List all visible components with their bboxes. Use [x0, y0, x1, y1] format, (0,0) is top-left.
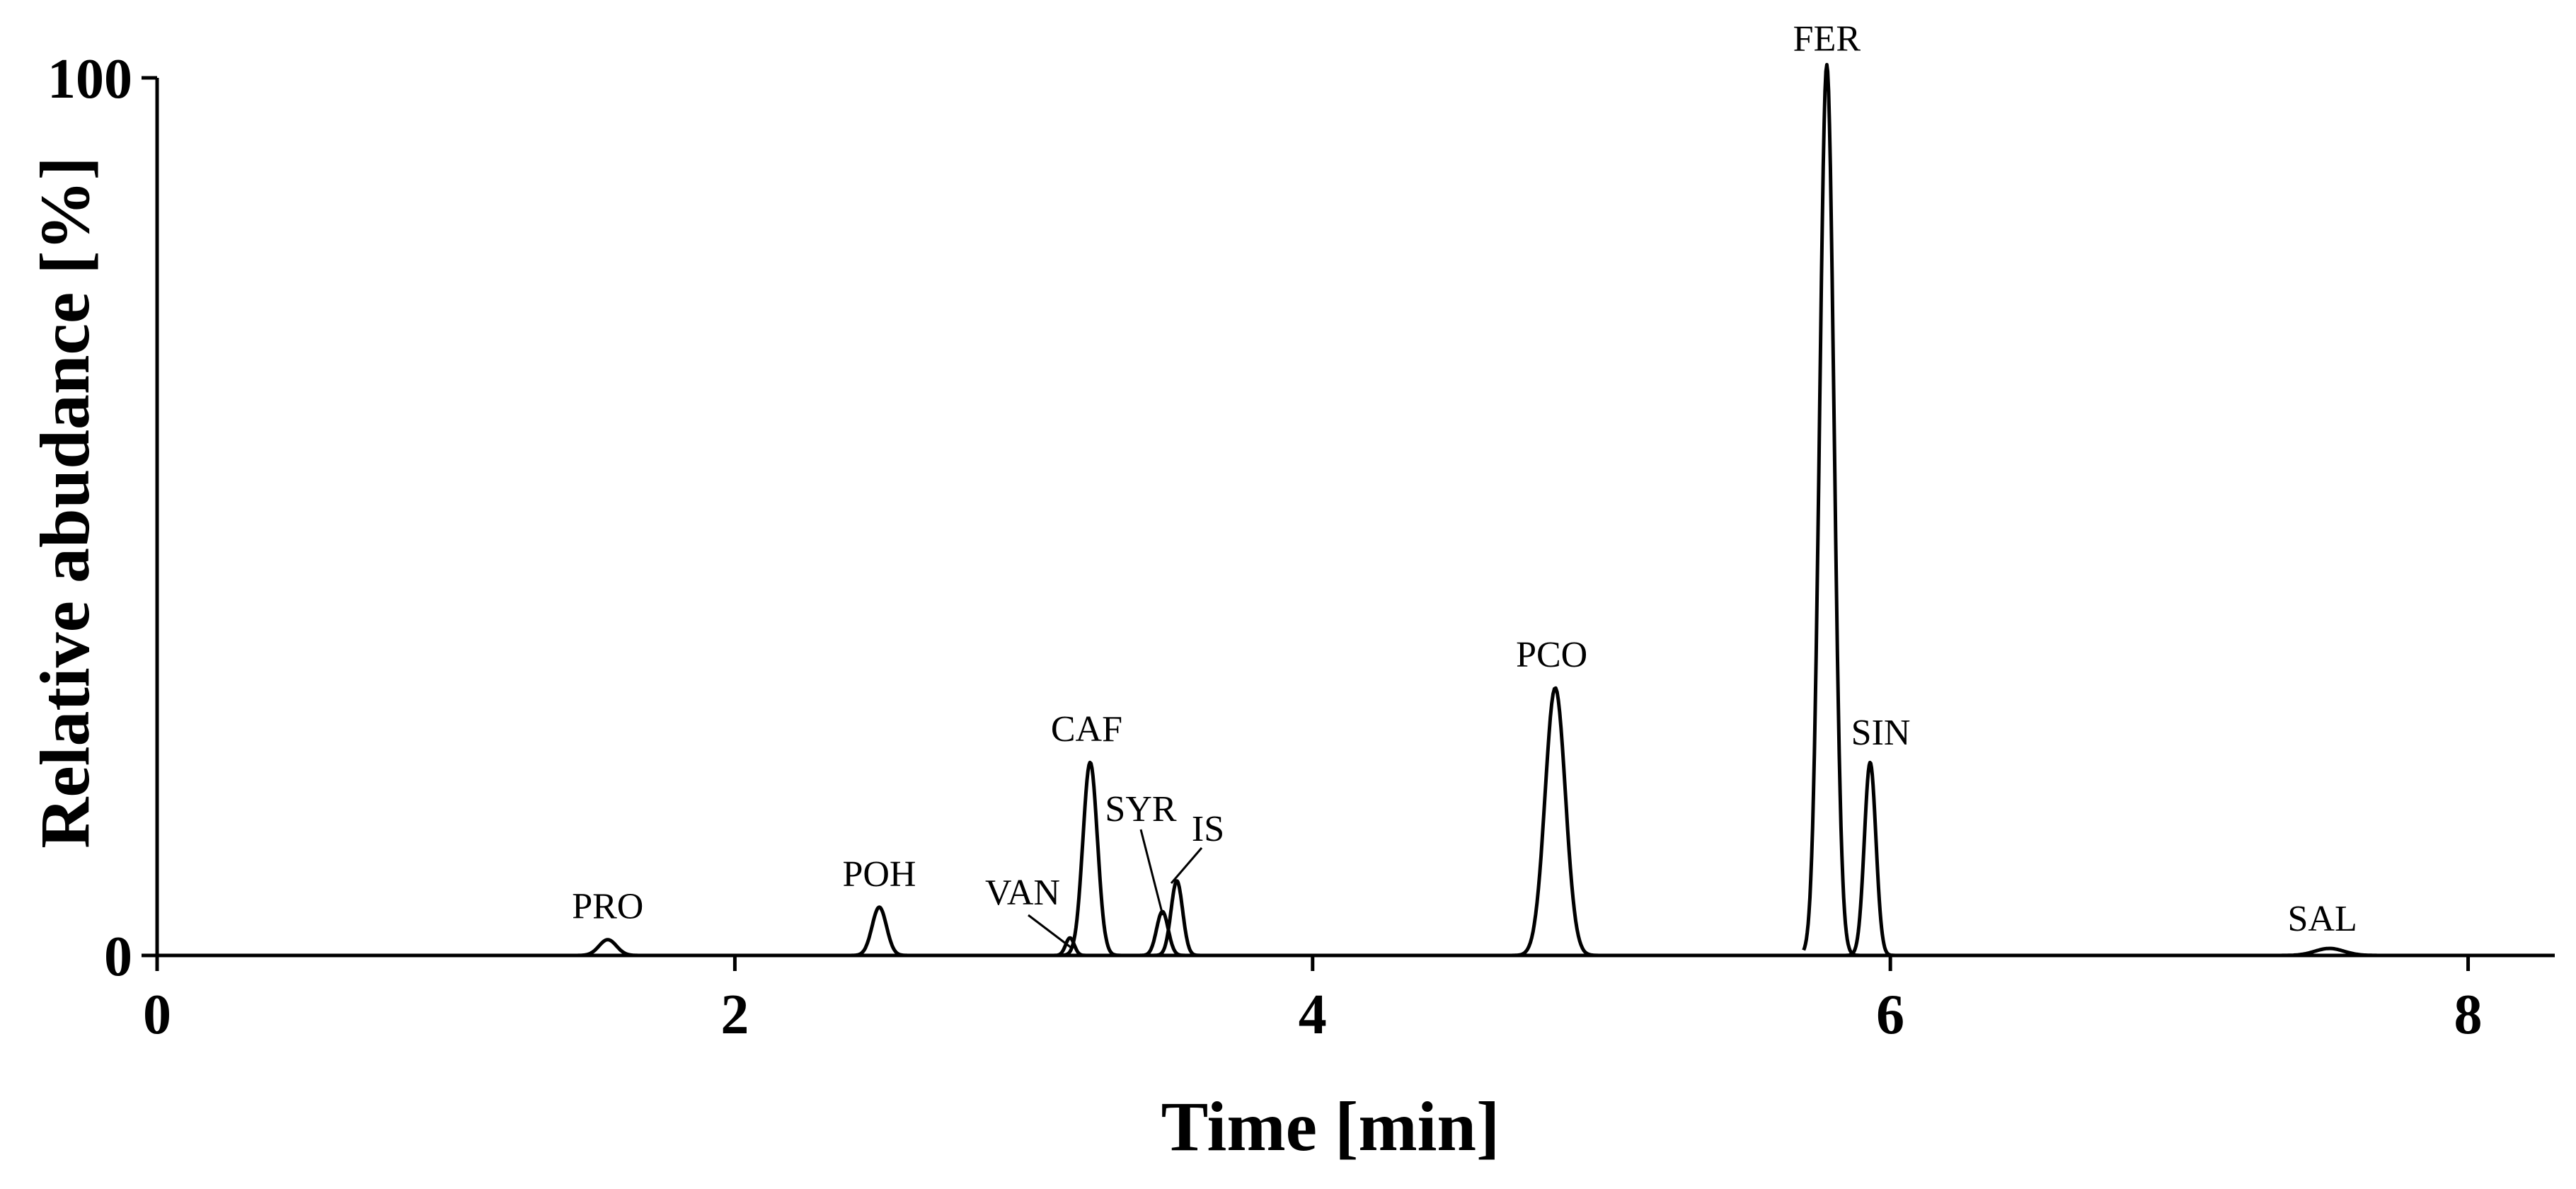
peak-trace-sin	[1832, 760, 2036, 958]
peak-label-is: IS	[1192, 809, 1224, 849]
peak-label-syr: SYR	[1105, 789, 1176, 829]
peak-leader-syr	[1139, 829, 1164, 916]
plot-area	[445, 62, 2555, 958]
peak-label-poh: POH	[842, 854, 916, 895]
axes: 0 2 4 6 8 0 100	[47, 48, 2555, 1046]
peak-leader-van	[1028, 914, 1073, 950]
peak-trace-caf	[965, 760, 1227, 958]
x-tick-label: 4	[1299, 984, 1327, 1046]
x-tick-label: 0	[143, 984, 171, 1046]
x-axis-title: Time [min]	[1161, 1087, 1500, 1166]
peak-trace-poh	[820, 905, 967, 958]
peak-label-caf: CAF	[1051, 709, 1122, 749]
y-tick-label: 0	[104, 926, 132, 988]
peak-label-pro: PRO	[572, 887, 643, 927]
y-tick-label: 100	[47, 48, 132, 110]
peak-label-sal: SAL	[2287, 899, 2357, 939]
x-tick-label: 8	[2454, 984, 2483, 1046]
peak-label-van: VAN	[985, 873, 1060, 913]
peak-leader-is	[1170, 847, 1203, 884]
peak-label-sin: SIN	[1851, 713, 1911, 753]
peak-trace-van	[965, 936, 1112, 958]
peak-trace-pro	[445, 938, 822, 958]
x-tick-label: 2	[720, 984, 749, 1046]
peak-trace-pco	[1456, 686, 1805, 958]
peak-label-fer: FER	[1793, 18, 1861, 59]
x-tick-label: 6	[1876, 984, 1904, 1046]
peak-trace-fer	[1802, 62, 2036, 958]
peak-trace-is	[1109, 879, 1228, 958]
peak-labels: PRO POH VAN CAF SYR IS PCO FER SIN SAL	[572, 18, 2357, 950]
peak-label-pco: PCO	[1516, 635, 1587, 675]
y-axis-title: Relative abudance [%]	[25, 156, 104, 849]
